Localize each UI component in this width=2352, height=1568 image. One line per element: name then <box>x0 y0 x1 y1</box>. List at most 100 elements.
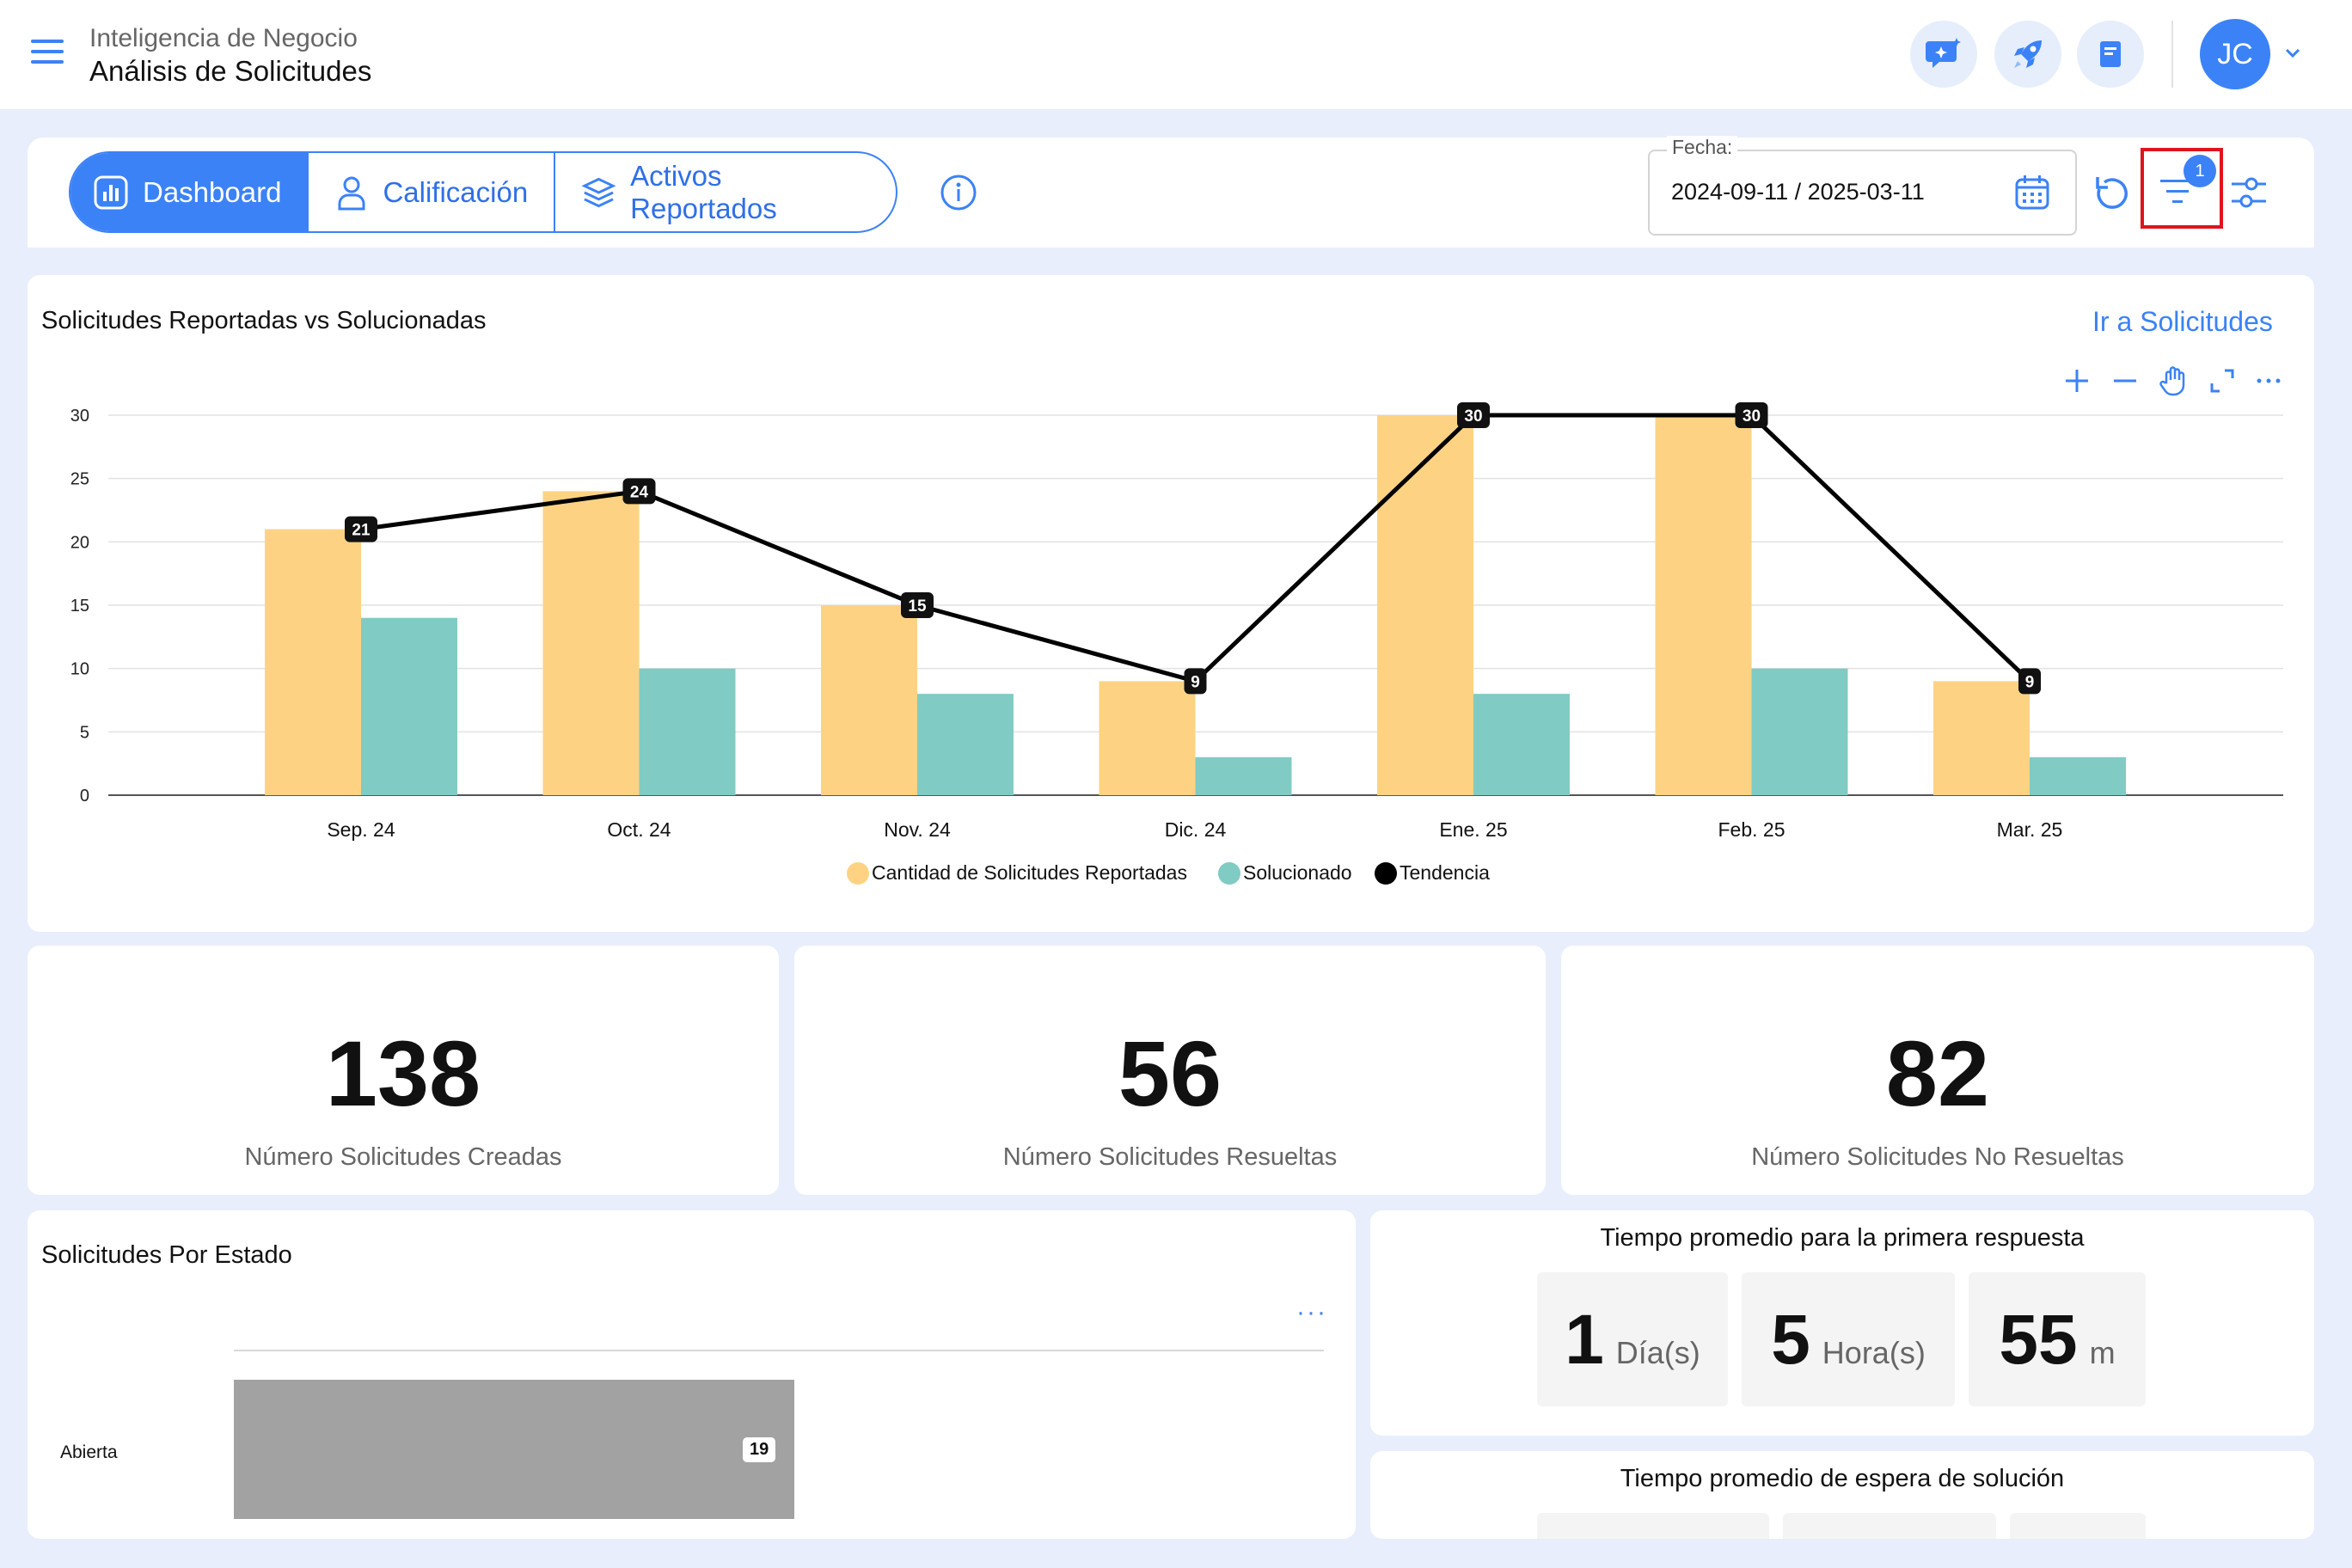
refresh-icon[interactable] <box>2091 172 2132 213</box>
bar-reported <box>821 605 917 795</box>
y-tick-label: 25 <box>70 470 89 489</box>
reported-vs-solved-chart: 0 5 10 15 20 25 30 Sep. 24 Oct. 24 Nov. 24 Dic. 24… <box>70 402 2283 885</box>
first-response-title: Tiempo promedio para la primera respuest… <box>1600 1224 2085 1252</box>
kpi-card-unresolved: 82 Número Solicitudes No Resueltas <box>1561 946 2314 1195</box>
bar-solved <box>917 694 1014 795</box>
x-tick-label: Mar. 25 <box>1997 818 2063 841</box>
legend-marker <box>1218 862 1240 885</box>
bar-reported <box>542 491 640 795</box>
chat-ai-button[interactable] <box>1910 21 1977 88</box>
bar-reported <box>1655 415 1752 795</box>
bar-solved <box>1195 756 1292 795</box>
days-value: 1 <box>1565 1301 1604 1379</box>
breadcrumb-module: Inteligencia de Negocio <box>89 24 358 52</box>
trend-data-label: 30 <box>1743 407 1761 426</box>
wait-minutes-box <box>2010 1513 2146 1539</box>
date-range-field[interactable] <box>1648 150 2077 236</box>
legend-marker <box>847 862 869 885</box>
trend-data-label: 15 <box>908 597 927 616</box>
page-title: Análisis de Solicitudes <box>89 55 372 87</box>
status-menu-icon[interactable]: ··· <box>1296 1298 1327 1326</box>
zoom-out-icon[interactable] <box>2111 367 2139 395</box>
wait-time-title: Tiempo promedio de espera de solución <box>1620 1465 2065 1492</box>
trend-point <box>622 478 656 505</box>
hours-box: 5 Hora(s) <box>1742 1272 1955 1406</box>
trend-data-label: 9 <box>1191 673 1200 691</box>
days-unit: Día(s) <box>1615 1335 1700 1370</box>
status-category-label: Abierta <box>60 1442 118 1462</box>
x-tick-label: Feb. 25 <box>1718 818 1785 841</box>
bar-solved <box>639 668 736 795</box>
rocket-button[interactable] <box>1994 21 2061 88</box>
kpi-unresolved-label: Número Solicitudes No Resueltas <box>1751 1143 2124 1171</box>
kpi-card-resolved: 56 Número Solicitudes Resueltas <box>794 946 1546 1195</box>
hours-value: 5 <box>1771 1301 1810 1379</box>
x-tick-label: Dic. 24 <box>1165 818 1227 841</box>
x-tick-label: Nov. 24 <box>884 818 951 841</box>
pan-hand-icon[interactable] <box>2159 365 2189 396</box>
fullscreen-icon[interactable] <box>2209 368 2235 394</box>
status-bar-value: 19 <box>743 1437 776 1462</box>
avatar[interactable]: JC <box>2200 19 2270 89</box>
status-bar-abierta <box>234 1380 794 1519</box>
user-icon <box>338 176 365 210</box>
status-axis-line <box>234 1350 1324 1351</box>
legend-label: Cantidad de Solicitudes Reportadas <box>872 861 1187 884</box>
bar-solved <box>1751 668 1848 795</box>
more-options-icon[interactable] <box>2256 368 2282 394</box>
date-range-label: Fecha: <box>1667 136 1738 159</box>
go-to-requests-link[interactable]: Ir a Solicitudes <box>2092 306 2273 337</box>
menu-icon[interactable] <box>31 40 64 67</box>
bar-solved <box>1473 694 1570 795</box>
bar-solved <box>361 617 457 795</box>
filter-icon[interactable] <box>2158 176 2197 207</box>
tab-dashboard[interactable]: Dashboard <box>70 153 309 231</box>
x-tick-label: Sep. 24 <box>327 818 395 841</box>
kpi-created-value: 138 <box>325 1021 481 1125</box>
kpi-resolved-value: 56 <box>1118 1021 1222 1125</box>
trend-data-label: 24 <box>630 483 649 501</box>
filter-count-badge: 1 <box>2184 155 2216 187</box>
chevron-down-icon[interactable] <box>2282 43 2303 64</box>
bar-reported <box>1099 681 1196 795</box>
trend-point <box>345 516 377 542</box>
kpi-card-created: 138 Número Solicitudes Creadas <box>28 946 779 1195</box>
tab-calificacion-label: Calificación <box>383 175 529 208</box>
date-range-value: 2024-09-11 / 2025-03-11 <box>1671 179 1925 205</box>
tab-dashboard-label: Dashboard <box>143 175 282 208</box>
rocket-icon <box>2014 40 2042 68</box>
legend-label: Tendencia <box>1400 861 1490 884</box>
trend-point <box>901 592 934 618</box>
x-tick-label: Oct. 24 <box>607 818 671 841</box>
info-icon[interactable] <box>940 174 977 211</box>
legend-label: Solucionado <box>1243 861 1352 884</box>
legend-marker <box>1375 862 1397 885</box>
zoom-in-icon[interactable] <box>2063 367 2091 395</box>
trend-point <box>1184 668 1207 695</box>
y-tick-label: 0 <box>80 787 89 805</box>
minutes-value: 55 <box>1999 1301 2078 1379</box>
view-tabs: Dashboard Calificación Activos Reportado… <box>69 151 897 233</box>
wait-days-box <box>1537 1513 1769 1539</box>
trend-point <box>1457 402 1490 428</box>
y-tick-label: 20 <box>70 533 89 552</box>
kpi-unresolved-value: 82 <box>1885 1021 1990 1125</box>
trend-point <box>2018 668 2041 695</box>
chart-toolbar <box>2063 365 2282 396</box>
kpi-created-label: Número Solicitudes Creadas <box>244 1143 562 1171</box>
bar-reported <box>265 529 361 795</box>
chart-title: Solicitudes Reportadas vs Solucionadas <box>41 307 487 334</box>
trend-point <box>1735 402 1768 428</box>
header-divider <box>2171 21 2173 88</box>
layers-icon <box>581 177 616 207</box>
first-response-card: Tiempo promedio para la primera respuest… <box>1370 1210 2314 1436</box>
bar-chart-icon <box>94 175 128 209</box>
app-header: Inteligencia de Negocio Análisis de Soli… <box>0 0 2352 109</box>
tab-calificacion[interactable]: Calificación <box>309 153 556 231</box>
x-tick-label: Ene. 25 <box>1439 818 1507 841</box>
tab-activos-reportados[interactable]: Activos Reportados <box>555 153 896 231</box>
calendar-icon[interactable] <box>2013 174 2051 211</box>
trend-data-label: 30 <box>1464 407 1482 426</box>
sliders-icon[interactable] <box>2228 172 2269 213</box>
docs-button[interactable] <box>2077 21 2144 88</box>
